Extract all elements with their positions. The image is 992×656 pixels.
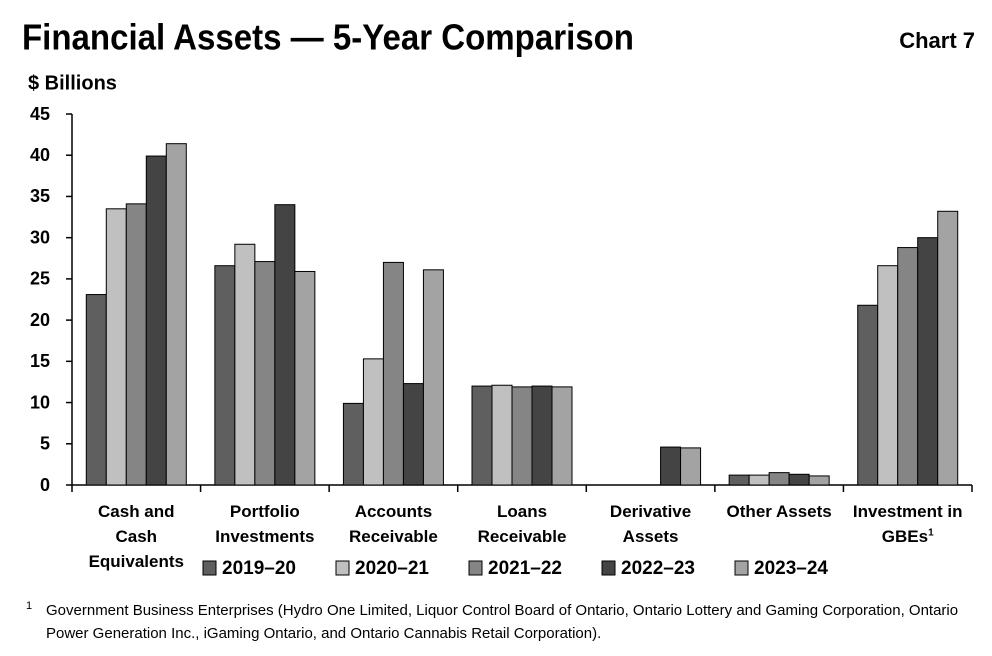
category-text: Other Assets bbox=[726, 502, 832, 521]
bar bbox=[145, 155, 167, 486]
y-tick-label: 15 bbox=[30, 351, 50, 371]
category-text: Investment in GBEs bbox=[852, 502, 963, 546]
bar bbox=[105, 208, 127, 486]
category-text: Loans Receivable bbox=[477, 502, 567, 546]
y-tick-label: 20 bbox=[30, 310, 50, 330]
x-tick-label: Cash and Cash Equivalents bbox=[80, 499, 192, 574]
bar bbox=[748, 474, 770, 486]
bar bbox=[342, 402, 364, 486]
y-tick-label: 25 bbox=[30, 269, 50, 289]
y-tick-label: 35 bbox=[30, 186, 50, 206]
bar bbox=[857, 304, 879, 486]
bar bbox=[788, 473, 810, 486]
bar bbox=[511, 386, 533, 486]
bar bbox=[897, 247, 919, 486]
category-text: Accounts Receivable bbox=[349, 502, 438, 546]
bar bbox=[728, 474, 750, 486]
category-text: Derivative Assets bbox=[609, 502, 692, 546]
y-tick-label: 0 bbox=[40, 475, 50, 495]
legend-swatch bbox=[335, 560, 350, 576]
y-tick-label: 5 bbox=[40, 434, 50, 454]
category-text: Portfolio Investments bbox=[215, 502, 315, 546]
legend-label: 2023–24 bbox=[754, 558, 828, 579]
y-tick-label: 45 bbox=[30, 104, 50, 124]
chart-title: Financial Assets — 5-Year Comparison bbox=[22, 17, 634, 58]
x-tick-label: Investment in GBEs1 bbox=[852, 499, 964, 549]
legend-swatch bbox=[202, 560, 217, 576]
bar bbox=[294, 270, 316, 486]
bar bbox=[254, 261, 276, 486]
bar bbox=[768, 472, 790, 486]
bar bbox=[680, 447, 702, 486]
legend-label: 2022–23 bbox=[621, 558, 695, 579]
legend-swatch bbox=[734, 560, 749, 576]
bar bbox=[877, 265, 899, 486]
chart-label: Chart 7 bbox=[899, 28, 975, 53]
bar bbox=[85, 294, 107, 486]
y-tick-label: 40 bbox=[30, 145, 50, 165]
bar bbox=[491, 384, 513, 486]
bar bbox=[422, 269, 444, 486]
bar bbox=[214, 265, 236, 486]
legend-label: 2019–20 bbox=[222, 558, 296, 579]
y-tick-label: 10 bbox=[30, 392, 50, 412]
x-tick-label: Accounts Receivable bbox=[337, 499, 449, 549]
legend-swatch bbox=[468, 560, 483, 576]
bar bbox=[808, 475, 830, 486]
x-tick-label: Portfolio Investments bbox=[209, 499, 321, 549]
bar bbox=[125, 203, 147, 486]
bar bbox=[937, 210, 959, 486]
footnote-text: Government Business Enterprises (Hydro O… bbox=[46, 602, 959, 642]
footnote: 1 Government Business Enterprises (Hydro … bbox=[26, 599, 976, 645]
legend-swatch bbox=[601, 560, 616, 576]
legend-label: 2021–22 bbox=[488, 558, 562, 579]
footnote-marker: 1 bbox=[26, 600, 33, 612]
x-tick-label: Derivative Assets bbox=[595, 499, 707, 549]
y-tick-label: 30 bbox=[30, 227, 50, 247]
x-tick-label: Other Assets bbox=[723, 499, 835, 524]
bar bbox=[917, 237, 939, 486]
bar bbox=[551, 386, 573, 486]
bar bbox=[531, 385, 553, 486]
footnote-marker: 1 bbox=[928, 527, 934, 539]
category-text: Cash and Cash Equivalents bbox=[88, 502, 184, 571]
bar bbox=[471, 385, 493, 486]
bar bbox=[234, 243, 256, 486]
legend-label: 2020–21 bbox=[355, 558, 429, 579]
bar bbox=[165, 143, 187, 486]
bar bbox=[660, 446, 682, 486]
bar bbox=[382, 261, 404, 486]
x-tick-label: Loans Receivable bbox=[466, 499, 578, 549]
y-axis-label: $ Billions bbox=[28, 72, 117, 94]
bar bbox=[362, 358, 384, 486]
bar bbox=[274, 204, 296, 486]
bar bbox=[402, 383, 424, 486]
